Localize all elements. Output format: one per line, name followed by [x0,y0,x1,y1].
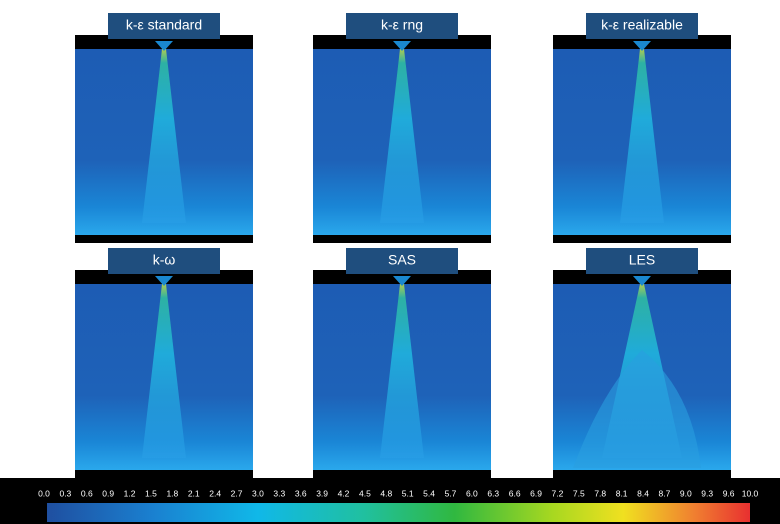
colorbar-tick-label: 6.6 [509,488,521,498]
figure: k-ε standard k-ε rng k-ε realizable k-ω SAS L… [0,0,780,524]
colorbar-tick-label: 1.8 [166,488,178,498]
colorbar-tick-label: 2.4 [209,488,221,498]
colorbar-tick-label: 5.1 [402,488,414,498]
colorbar-tick-label: 5.7 [445,488,457,498]
colorbar-tick-label: 0.9 [102,488,114,498]
colorbar-tick-label: 2.7 [231,488,243,498]
panel-label: SAS [388,252,416,268]
colorbar-tick-label: 9.6 [723,488,735,498]
colorbar-tick-label: 6.9 [530,488,542,498]
colorbar-tick-label: 7.8 [594,488,606,498]
colorbar-tick-label: 6.0 [466,488,478,498]
colorbar-tick-label: 7.2 [552,488,564,498]
colorbar-tick-label: 8.7 [659,488,671,498]
panel-label: k-ε realizable [601,17,683,33]
colorbar-tick-label: 3.6 [295,488,307,498]
colorbar-tick-label: 3.9 [316,488,328,498]
colorbar-tick-label: 4.5 [359,488,371,498]
panel-label: k-ε rng [381,17,423,33]
colorbar-tick-label: 0.6 [81,488,93,498]
colorbar-tick-label: 0.3 [59,488,71,498]
colorbar-tick-label: 5.4 [423,488,435,498]
colorbar-tick-label: 10.0 [742,488,759,498]
colorbar-tick-label: 8.4 [637,488,649,498]
colorbar [47,503,750,522]
panel-label: k-ε standard [126,17,202,33]
colorbar-tick-label: 3.0 [252,488,264,498]
colorbar-tick-label: 4.2 [338,488,350,498]
colorbar-tick-label: 9.0 [680,488,692,498]
colorbar-tick-label: 4.8 [380,488,392,498]
colorbar-tick-label: 9.3 [701,488,713,498]
colorbar-tick-label: 2.1 [188,488,200,498]
colorbar-tick-label: 0.0 [38,488,50,498]
colorbar-tick-label: 1.2 [124,488,136,498]
panel-label: k-ω [153,252,176,268]
colorbar-tick-label: 6.3 [487,488,499,498]
colorbar-tick-label: 7.5 [573,488,585,498]
colorbar-tick-label: 3.3 [273,488,285,498]
colorbar-tick-label: 1.5 [145,488,157,498]
panel-label: LES [629,252,655,268]
colorbar-tick-label: 8.1 [616,488,628,498]
